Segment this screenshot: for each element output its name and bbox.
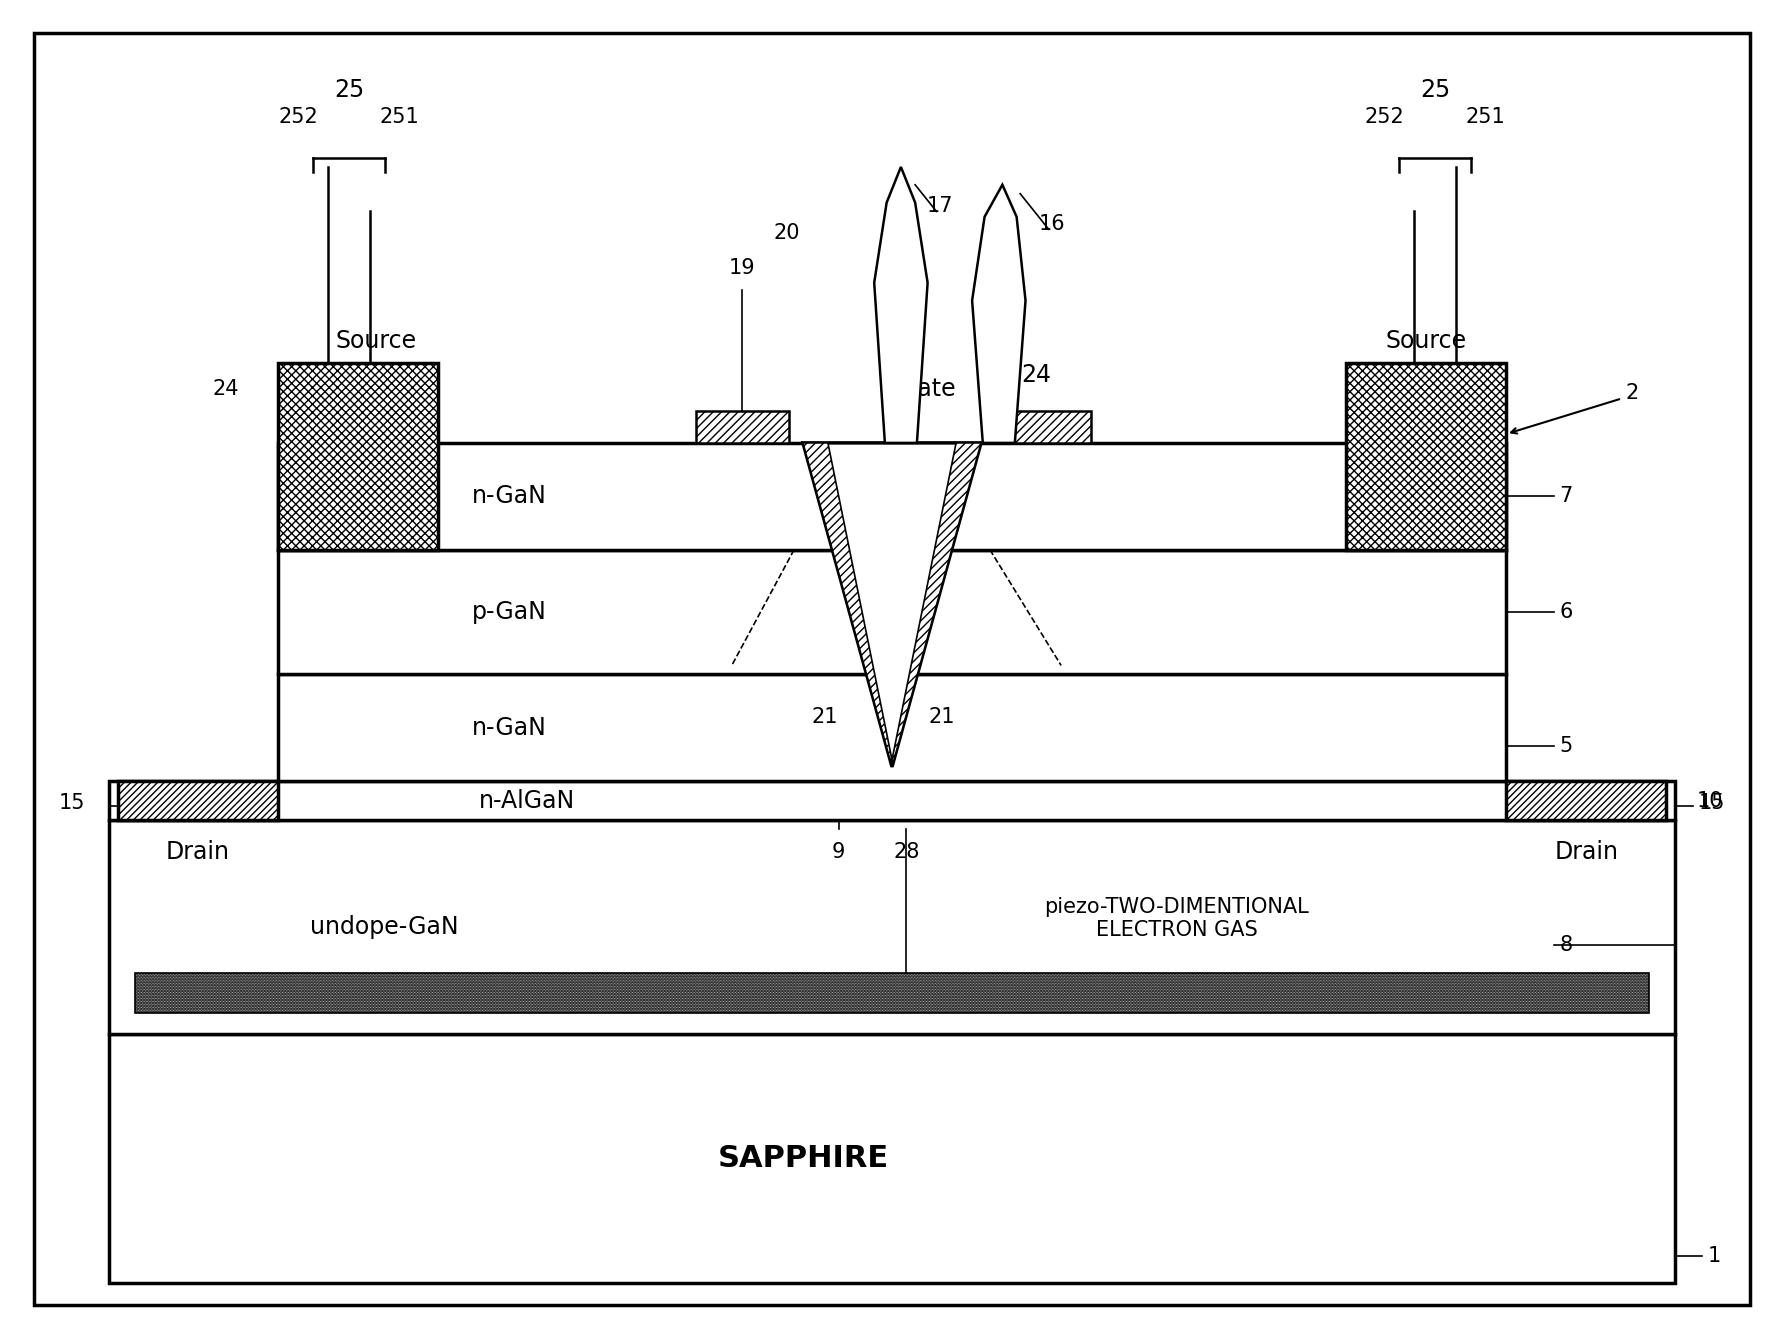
Text: 21: 21 xyxy=(812,706,838,727)
Bar xyxy=(109,1034,1675,1283)
Text: SAPPHIRE: SAPPHIRE xyxy=(717,1144,888,1173)
Bar xyxy=(999,411,1092,443)
Text: 15: 15 xyxy=(59,792,86,812)
Text: 251: 251 xyxy=(380,107,419,127)
Text: 7: 7 xyxy=(1559,486,1573,506)
Polygon shape xyxy=(803,443,981,767)
Bar xyxy=(278,674,1506,781)
Polygon shape xyxy=(803,443,892,767)
Polygon shape xyxy=(972,185,1026,443)
Text: 10: 10 xyxy=(1697,791,1723,811)
Polygon shape xyxy=(874,167,928,443)
Text: 15: 15 xyxy=(1698,792,1725,812)
Text: Drain: Drain xyxy=(1554,840,1618,864)
Bar xyxy=(278,550,1506,674)
Bar xyxy=(109,781,1675,820)
Text: Drain: Drain xyxy=(166,840,230,864)
Text: 25: 25 xyxy=(334,79,364,103)
Bar xyxy=(1506,781,1666,820)
Text: 6: 6 xyxy=(1559,602,1573,622)
Bar xyxy=(278,363,439,550)
Text: Source: Source xyxy=(1386,329,1466,353)
Text: 2: 2 xyxy=(1625,383,1639,403)
Text: Source: Source xyxy=(335,329,416,353)
Bar xyxy=(278,443,1506,550)
Text: 28: 28 xyxy=(894,843,919,863)
Bar xyxy=(118,781,278,820)
Text: 16: 16 xyxy=(1038,214,1065,234)
Text: p-GaN: p-GaN xyxy=(471,599,546,624)
Text: n-AlGaN: n-AlGaN xyxy=(478,788,574,812)
Text: 21: 21 xyxy=(929,706,954,727)
Text: 24: 24 xyxy=(1020,363,1051,387)
Text: 20: 20 xyxy=(774,223,801,242)
Text: 10: 10 xyxy=(219,791,246,811)
Text: piezo-TWO-DIMENTIONAL
ELECTRON GAS: piezo-TWO-DIMENTIONAL ELECTRON GAS xyxy=(1044,896,1309,939)
Text: n-GaN: n-GaN xyxy=(471,484,546,508)
Text: 5: 5 xyxy=(1559,736,1573,756)
Bar xyxy=(136,974,1648,1013)
Polygon shape xyxy=(892,443,981,767)
Text: 252: 252 xyxy=(1365,107,1404,127)
Text: 24: 24 xyxy=(212,380,239,400)
Text: Gate: Gate xyxy=(899,377,956,401)
Text: 8: 8 xyxy=(1559,935,1573,955)
Bar xyxy=(109,820,1675,1034)
Text: n-GaN: n-GaN xyxy=(471,716,546,740)
Bar xyxy=(1345,363,1506,550)
Text: undope-GaN: undope-GaN xyxy=(310,915,458,939)
Text: 9: 9 xyxy=(831,843,846,863)
Text: 251: 251 xyxy=(1465,107,1506,127)
Text: 17: 17 xyxy=(928,197,953,217)
Text: 252: 252 xyxy=(278,107,319,127)
Text: 19: 19 xyxy=(730,258,756,278)
Text: 1: 1 xyxy=(1707,1247,1720,1267)
Text: 25: 25 xyxy=(1420,79,1450,103)
Bar xyxy=(696,411,789,443)
